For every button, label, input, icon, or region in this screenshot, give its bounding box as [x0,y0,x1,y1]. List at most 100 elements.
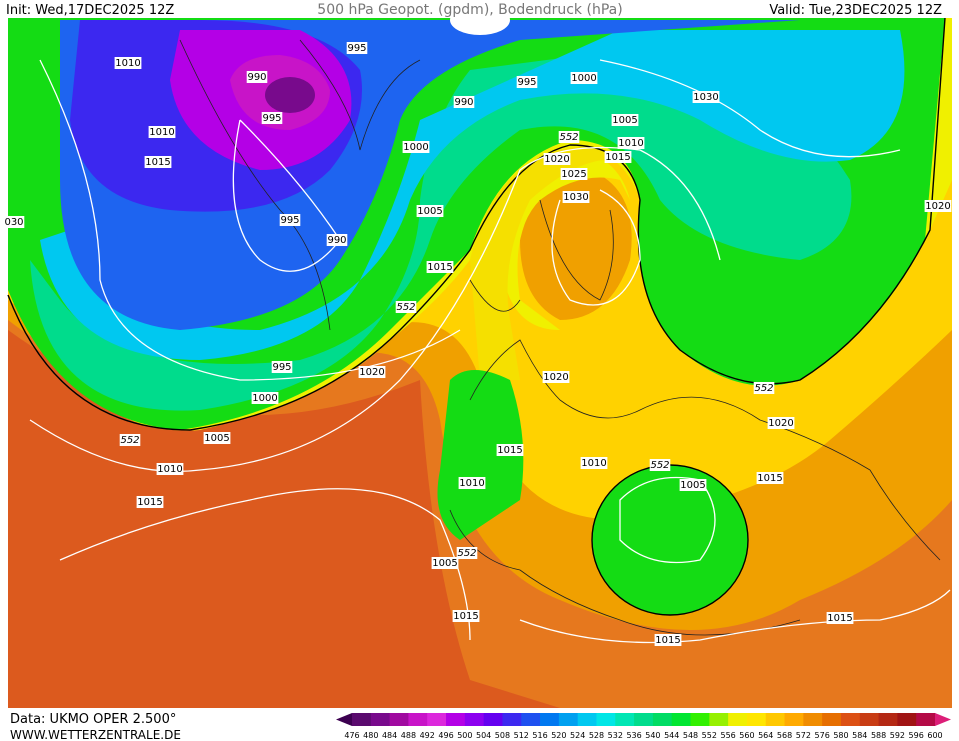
isobar-label: 995 [272,362,291,373]
isobar-label: 1005 [680,480,705,491]
isobar-label-bg [271,361,293,373]
colorbar-swatch [370,713,391,726]
field [7,5,952,708]
colorbar-label: 540 [645,731,660,740]
colorbar-swatch [634,713,654,726]
colorbar-label: 584 [852,731,867,740]
isobar-label-bg [543,153,571,165]
colorbar-label: 544 [664,731,679,740]
isobar-label: 995 [347,43,366,54]
colorbar-label: 536 [626,731,641,740]
isobar-label: 1020 [543,372,568,383]
colorbar-swatch [615,713,635,726]
isobar-label: 1005 [612,115,637,126]
isobar-label-bg [452,610,480,622]
colorbar-swatch [897,713,917,726]
colorbar-label: 580 [833,731,848,740]
colorbar-swatch [577,713,597,726]
colorbar-swatch [427,713,447,726]
isobar-label: 1010 [115,58,140,69]
colorbar-swatch [389,713,409,726]
isobar-label-bg [826,612,854,624]
colorbar-label: 552 [702,731,717,740]
isobar-label-bg [416,205,444,217]
isobar-label-bg [562,191,590,203]
isobar-label: 1020 [768,418,793,429]
isobar-label: 1010 [149,127,174,138]
colorbar-label: 568 [777,731,792,740]
isobar-label-bg [246,71,268,83]
colorbar-swatch [464,713,485,726]
isobar-label-bg [261,112,283,124]
isobar-label-bg [114,57,142,69]
colorbar-swatch [558,713,579,726]
isobar-label: 030 [4,217,23,228]
colorbar-label: 480 [363,731,378,740]
isobar-label: 552 [457,548,476,559]
isobar-label-bg [453,96,475,108]
isobar-label: 1000 [571,73,596,84]
isobar-label: 990 [454,97,473,108]
isobar-label: 1015 [137,497,162,508]
colorbar-label: 488 [401,731,416,740]
coastlines [179,39,941,636]
isobar-label-bg [496,444,524,456]
isobar-label: 1015 [757,473,782,484]
isobar-label-bg [251,392,279,404]
isobar-label: 1030 [693,92,718,103]
init-time: Init: Wed,17DEC2025 12Z [6,3,174,18]
colorbar-label: 500 [457,731,472,740]
isobar-label: 995 [280,215,299,226]
isobar-label: 1020 [925,201,950,212]
isobar-label: 1020 [544,154,569,165]
isobar-label: 1015 [655,635,680,646]
isobar-label-bg [753,382,775,394]
colorbar: 476 480 484 488 492 496 500 504 508 512 516 520 524 5… [336,713,951,740]
isobar-label: 990 [327,235,346,246]
isobar-label-bg [431,557,459,569]
colorbar-label: 520 [551,731,566,740]
colorbar-swatch [916,713,936,726]
coast-europe [469,339,941,561]
isobar-label-bg [144,156,172,168]
colorbar-swatch [690,713,710,726]
isobar-label: 1015 [453,611,478,622]
map-title: 500 hPa Geopot. (gpdm), Bodendruck (hPa) [317,2,622,18]
colorbar-label: 548 [683,731,698,740]
isobar-label-bg [456,547,478,559]
isobar-label-bg [279,214,301,226]
isobar-label-bg [402,141,430,153]
isobar-label-bg [426,261,454,273]
isobar-label: 1015 [145,157,170,168]
isobar-label-bg [756,472,784,484]
colorbar-swatch [596,713,616,726]
isobar-label-bg [654,634,682,646]
colorbar-label: 576 [815,731,830,740]
colorbar-label: 592 [890,731,905,740]
isobar-label-bg [570,72,598,84]
colorbar-label: 564 [758,731,773,740]
isobar-label-bg [560,168,588,180]
isobar-label: 1015 [827,613,852,624]
isobar-label: 552 [396,302,415,313]
isobar-label-bg [924,200,952,212]
isobar-label-bg [604,151,632,163]
colorbar-swatch [859,713,880,726]
colorbar-swatch [446,713,466,726]
isobar-label-bg [119,434,141,446]
isobar-label: 995 [517,77,536,88]
colorbar-swatch [352,713,372,726]
header-bar [0,0,959,18]
colorbar-label: 512 [514,731,529,740]
colorbar-label: 476 [344,731,359,740]
isobar-label: 1010 [157,464,182,475]
isobar-label: 552 [754,383,773,394]
isobar [232,119,341,272]
isobar-label-bg [516,76,538,88]
isobar-label: 1005 [432,558,457,569]
colorbar-label: 532 [608,731,623,740]
colorbar-swatch [652,713,673,726]
colorbar-swatch [765,713,786,726]
isobar-label: 995 [262,113,281,124]
colorbar-label: 516 [532,731,547,740]
